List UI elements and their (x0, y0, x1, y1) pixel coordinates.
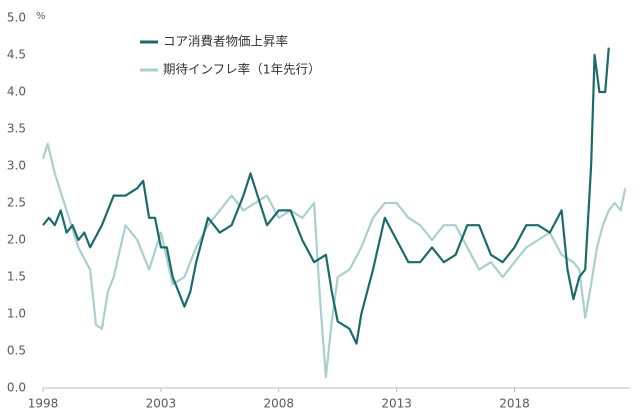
series-line (42, 47, 610, 345)
y-tick-label: 1.0 (7, 307, 26, 321)
y-tick-label: 3.0 (7, 159, 26, 173)
y-tick-label: 0.5 (7, 344, 26, 358)
y-tick-label: 4.0 (7, 85, 26, 99)
y-tick-label: 2.5 (7, 196, 26, 210)
x-tick-label: 2003 (146, 397, 177, 411)
y-unit: % (36, 11, 46, 22)
legend-label: 期待インフレ率（1年先行） (163, 62, 321, 77)
y-tick-label: 4.5 (7, 48, 26, 62)
x-tick-label: 2018 (499, 397, 530, 411)
x-tick-label: 2008 (263, 397, 294, 411)
series-line (41, 142, 627, 378)
y-tick-label: 2.0 (7, 233, 26, 247)
x-tick-label: 2013 (381, 397, 412, 411)
y-tick-label: 1.5 (7, 270, 26, 284)
legend-label: コア消費者物価上昇率 (163, 34, 288, 49)
y-tick-label: 3.5 (7, 122, 26, 136)
y-tick-label: 0.0 (7, 381, 26, 395)
y-tick-label: 5.0 (7, 11, 26, 25)
x-tick-label: 1998 (28, 397, 59, 411)
